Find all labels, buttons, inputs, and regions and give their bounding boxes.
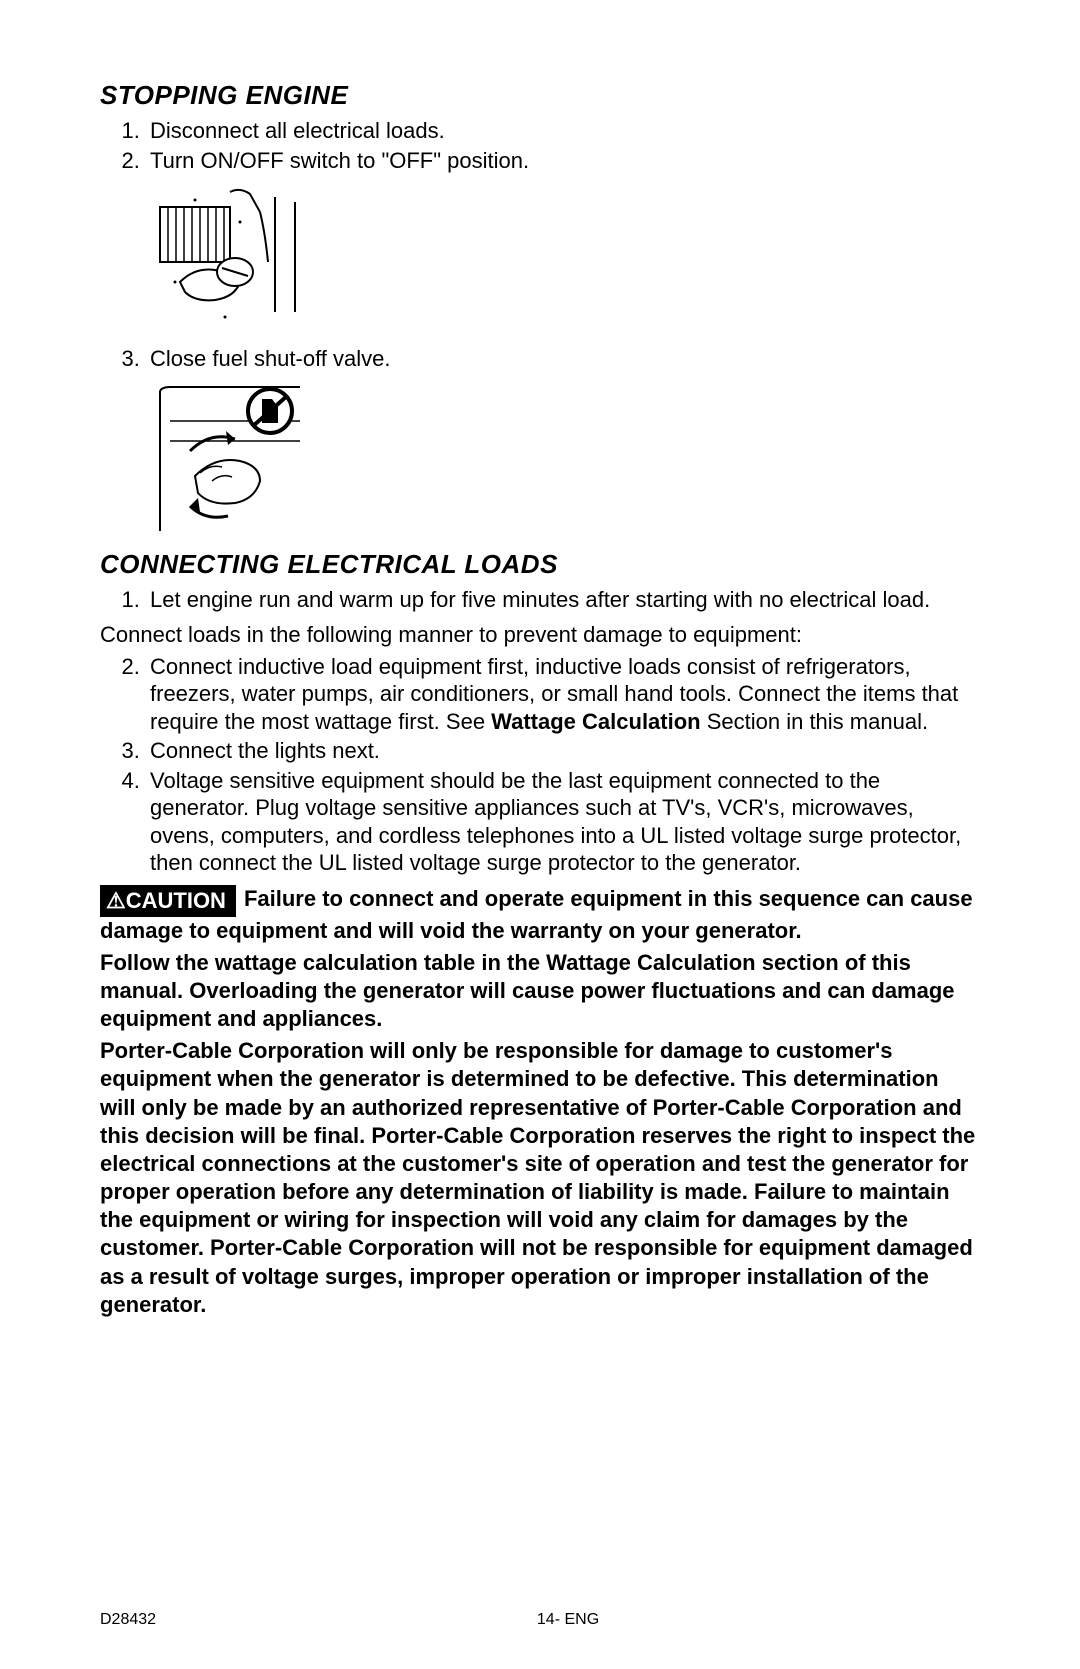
stopping-steps-part1: Disconnect all electrical loads. Turn ON… xyxy=(100,117,980,174)
diagram-onoff-switch xyxy=(140,182,980,337)
wattage-calc-ref: Wattage Calculation xyxy=(491,709,700,734)
stopping-step-3: Close fuel shut-off valve. xyxy=(146,345,980,373)
manual-page: STOPPING ENGINE Disconnect all electrica… xyxy=(0,0,1080,1669)
connecting-step-2: Connect inductive load equipment first, … xyxy=(146,653,980,736)
caution-paragraph-1: ⚠CAUTION Failure to connect and operate … xyxy=(100,885,980,945)
stopping-step-1: Disconnect all electrical loads. xyxy=(146,117,980,145)
connecting-step-2b: Section in this manual. xyxy=(701,709,928,734)
heading-stopping-engine: STOPPING ENGINE xyxy=(100,80,980,111)
page-footer: D28432 14- ENG xyxy=(100,1611,980,1629)
stopping-steps-part2: Close fuel shut-off valve. xyxy=(100,345,980,373)
connecting-steps-part1: Let engine run and warm up for five minu… xyxy=(100,586,980,614)
page-number: 14- ENG xyxy=(100,1611,980,1629)
switch-illustration-icon xyxy=(140,182,350,332)
caution-label-text: CAUTION xyxy=(126,888,226,913)
warning-triangle-icon: ⚠ xyxy=(106,888,126,913)
caution-label: ⚠CAUTION xyxy=(100,885,236,917)
connecting-intro: Connect loads in the following manner to… xyxy=(100,621,980,649)
connecting-step-1: Let engine run and warm up for five minu… xyxy=(146,586,980,614)
connecting-step-4: Voltage sensitive equipment should be th… xyxy=(146,767,980,877)
caution-paragraph-2: Follow the wattage calculation table in … xyxy=(100,949,980,1033)
stopping-step-2: Turn ON/OFF switch to "OFF" position. xyxy=(146,147,980,175)
connecting-step-3: Connect the lights next. xyxy=(146,737,980,765)
diagram-fuel-valve xyxy=(140,381,980,541)
heading-connecting-loads: CONNECTING ELECTRICAL LOADS xyxy=(100,549,980,580)
caution-paragraph-3: Porter-Cable Corporation will only be re… xyxy=(100,1037,980,1319)
doc-number: D28432 xyxy=(100,1611,156,1629)
fuel-valve-illustration-icon xyxy=(140,381,320,536)
connecting-steps-part2: Connect inductive load equipment first, … xyxy=(100,653,980,877)
